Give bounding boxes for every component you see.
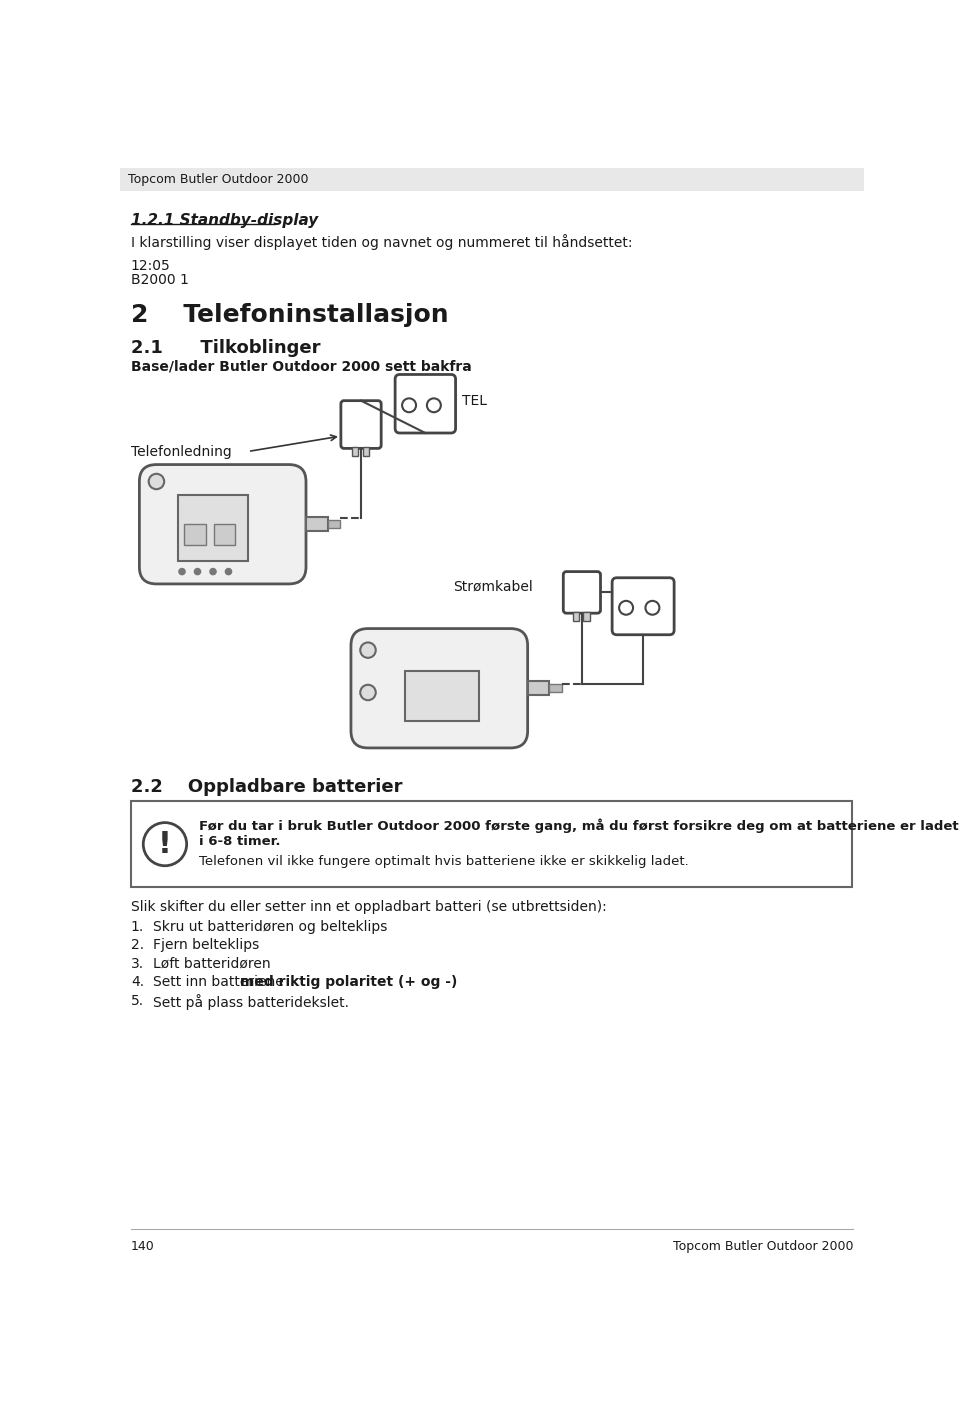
Bar bbox=[584, 612, 589, 621]
Circle shape bbox=[427, 398, 441, 412]
Text: Topcom Butler Outdoor 2000: Topcom Butler Outdoor 2000 bbox=[673, 1240, 853, 1252]
Bar bbox=[184, 524, 206, 545]
Text: Løft batteridøren: Løft batteridøren bbox=[153, 957, 270, 971]
Text: 4.: 4. bbox=[131, 975, 144, 989]
FancyBboxPatch shape bbox=[396, 374, 456, 433]
FancyBboxPatch shape bbox=[139, 465, 306, 584]
Text: !: ! bbox=[158, 829, 172, 859]
Circle shape bbox=[360, 643, 375, 658]
Bar bbox=[306, 517, 327, 531]
Circle shape bbox=[226, 569, 231, 574]
Circle shape bbox=[645, 601, 660, 615]
FancyBboxPatch shape bbox=[351, 629, 528, 748]
Text: Før du tar i bruk Butler Outdoor 2000 første gang, må du først forsikre deg om a: Før du tar i bruk Butler Outdoor 2000 fø… bbox=[199, 818, 959, 848]
Text: Topcom Butler Outdoor 2000: Topcom Butler Outdoor 2000 bbox=[128, 174, 308, 186]
Text: 1.2.1 Standby-display: 1.2.1 Standby-display bbox=[131, 213, 318, 228]
Bar bbox=[351, 447, 358, 457]
Text: Telefonen vil ikke fungere optimalt hvis batteriene ikke er skikkelig ladet.: Telefonen vil ikke fungere optimalt hvis… bbox=[199, 855, 688, 869]
Bar bbox=[528, 681, 549, 695]
Text: Sett inn batteriene: Sett inn batteriene bbox=[153, 975, 288, 989]
Text: 12:05: 12:05 bbox=[131, 259, 171, 273]
Text: TEL: TEL bbox=[462, 394, 487, 408]
FancyBboxPatch shape bbox=[612, 577, 674, 635]
Bar bbox=[179, 496, 248, 560]
Text: 1.: 1. bbox=[131, 919, 144, 933]
Bar bbox=[363, 447, 369, 457]
Text: Fjern belteklips: Fjern belteklips bbox=[153, 939, 259, 953]
Text: Base/lader Butler Outdoor 2000 sett bakfra: Base/lader Butler Outdoor 2000 sett bakf… bbox=[131, 359, 471, 373]
Text: Telefonledning: Telefonledning bbox=[131, 446, 231, 460]
Circle shape bbox=[149, 474, 164, 489]
Bar bbox=[214, 524, 235, 545]
Text: 3.: 3. bbox=[131, 957, 144, 971]
Text: 140: 140 bbox=[131, 1240, 155, 1252]
Circle shape bbox=[143, 822, 186, 866]
Circle shape bbox=[194, 569, 201, 574]
Bar bbox=[120, 168, 864, 191]
Circle shape bbox=[619, 601, 633, 615]
Circle shape bbox=[179, 569, 185, 574]
Text: Strømkabel: Strømkabel bbox=[453, 579, 533, 593]
Text: 2    Telefoninstallasjon: 2 Telefoninstallasjon bbox=[131, 303, 448, 326]
Text: Slik skifter du eller setter inn et oppladbart batteri (se utbrettsiden):: Slik skifter du eller setter inn et oppl… bbox=[131, 899, 607, 913]
Text: 2.2    Oppladbare batterier: 2.2 Oppladbare batterier bbox=[131, 778, 402, 796]
Circle shape bbox=[402, 398, 416, 412]
Text: med riktig polaritet (+ og -): med riktig polaritet (+ og -) bbox=[240, 975, 457, 989]
Text: 5.: 5. bbox=[131, 993, 144, 1007]
Circle shape bbox=[210, 569, 216, 574]
Bar bbox=[405, 671, 479, 722]
Text: B2000 1: B2000 1 bbox=[131, 273, 189, 287]
Text: 2.: 2. bbox=[131, 939, 144, 953]
Text: Skru ut batteridøren og belteklips: Skru ut batteridøren og belteklips bbox=[153, 919, 387, 933]
Bar bbox=[572, 612, 579, 621]
Text: 2.1      Tilkoblinger: 2.1 Tilkoblinger bbox=[131, 339, 321, 357]
FancyBboxPatch shape bbox=[564, 572, 601, 614]
Bar bbox=[131, 801, 852, 887]
Text: I klarstilling viser displayet tiden og navnet og nummeret til håndsettet:: I klarstilling viser displayet tiden og … bbox=[131, 234, 633, 249]
Circle shape bbox=[360, 685, 375, 700]
Text: Sett på plass batteridekslet.: Sett på plass batteridekslet. bbox=[153, 993, 348, 1010]
Bar bbox=[327, 520, 340, 528]
Bar bbox=[549, 684, 562, 692]
FancyBboxPatch shape bbox=[341, 401, 381, 448]
